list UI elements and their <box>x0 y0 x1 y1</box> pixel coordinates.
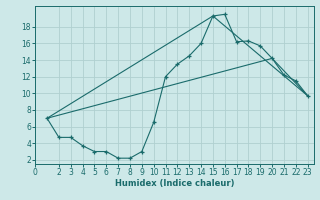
X-axis label: Humidex (Indice chaleur): Humidex (Indice chaleur) <box>115 179 234 188</box>
